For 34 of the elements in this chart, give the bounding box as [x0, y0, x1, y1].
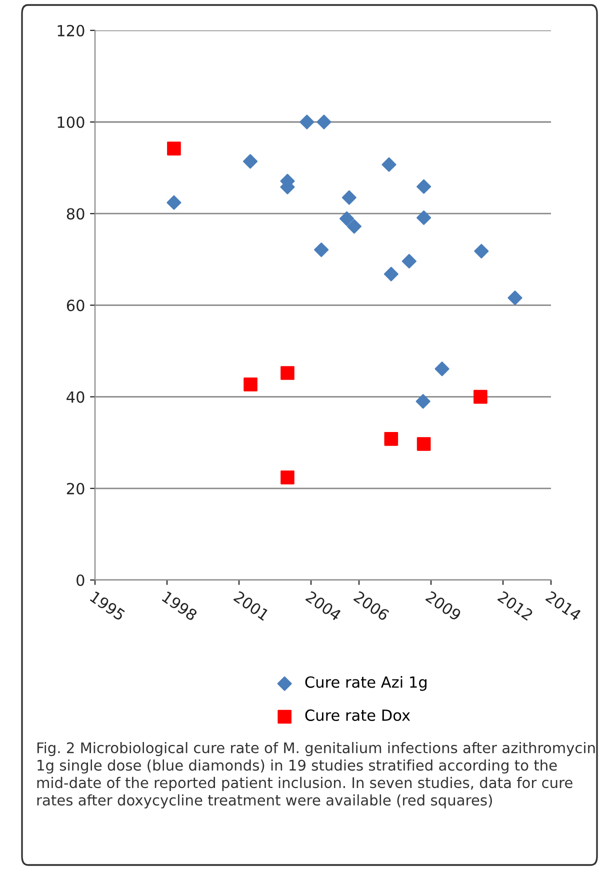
y-tick-label: 60 — [66, 300, 84, 312]
point — [416, 394, 430, 409]
point — [384, 266, 398, 282]
y-tick-label: 100 — [58, 116, 84, 128]
y-tick-label: 120 — [58, 24, 84, 36]
point — [166, 195, 182, 210]
point — [402, 254, 416, 269]
y-tick-label: 40 — [66, 391, 84, 403]
point — [508, 290, 522, 306]
point — [244, 378, 258, 392]
point — [300, 114, 314, 130]
point — [339, 211, 354, 226]
point — [474, 390, 488, 404]
point — [416, 210, 432, 226]
point — [314, 242, 329, 258]
point — [280, 470, 294, 484]
point — [167, 142, 181, 156]
legend-label: Cure rate Azi 1g — [305, 676, 426, 691]
point — [346, 219, 362, 234]
point — [416, 179, 432, 194]
y-tick-label: 80 — [66, 208, 84, 220]
point — [242, 154, 258, 169]
point — [382, 157, 396, 172]
y-tick-label: 0 — [76, 574, 84, 586]
y-tick-label: 20 — [66, 482, 84, 494]
caption: Fig. 2 Microbiological cure rate of M. genitalium infections after azithromycin 1g single dose (blue diamonds) in 19 studies stratified according to the mid-date of the reported patient inclusion. In seven studies, data for cure rates after doxycycline treatment were available (red squares) — [37, 742, 595, 808]
point — [384, 432, 398, 446]
point — [474, 244, 489, 258]
point — [342, 190, 356, 205]
point — [316, 114, 332, 130]
legend-label: Cure rate Dox — [305, 709, 410, 721]
point — [416, 437, 431, 451]
point — [434, 362, 450, 376]
point — [280, 366, 294, 380]
